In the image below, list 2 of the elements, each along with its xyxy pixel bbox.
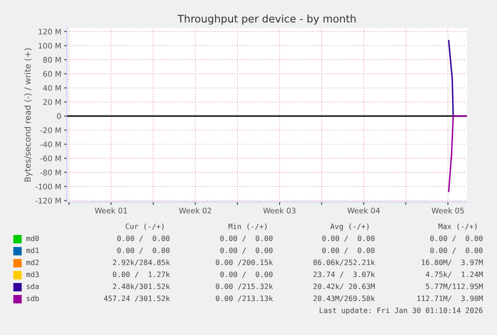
y-axis-title: Bytes/second read (-) / write (+): [24, 48, 32, 182]
chart-title: Throughput per device - by month: [178, 14, 356, 25]
